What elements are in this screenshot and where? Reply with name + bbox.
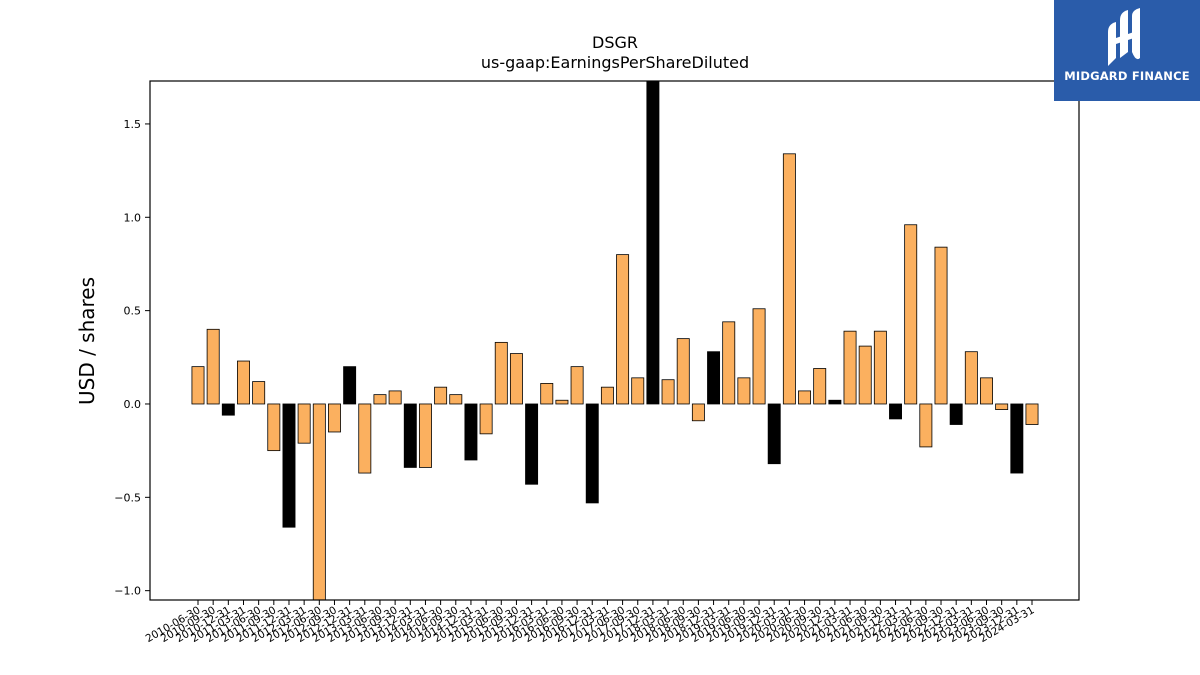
bar-2016-06-30 — [555, 399, 569, 405]
bar-2019-06-30 — [737, 377, 751, 405]
bar-2015-12-31 — [525, 403, 539, 485]
bar-2017-03-31 — [600, 386, 614, 405]
bar-2015-09-30 — [509, 353, 523, 405]
bar-2016-03-31 — [540, 383, 554, 405]
bar-2021-12-31 — [889, 403, 902, 420]
bar-2019-09-30 — [752, 308, 766, 405]
bar-2022-09-30 — [934, 246, 948, 405]
y-tick-label: 0.0 — [124, 398, 142, 411]
bar-2019-03-31 — [722, 321, 736, 405]
bar-2017-09-30 — [631, 377, 645, 405]
bar-2018-12-31 — [707, 351, 721, 405]
bar-2014-03-31 — [418, 403, 432, 468]
x-axis: 2010-06-302010-09-302010-12-312011-03-31… — [144, 600, 1037, 645]
y-tick-label: −1.0 — [114, 585, 141, 598]
bar-2010-06-30 — [191, 366, 205, 405]
bar-2021-03-31 — [843, 330, 857, 405]
bar-2011-09-30 — [267, 403, 281, 452]
bar-2015-03-31 — [479, 403, 493, 435]
bar-2017-12-31 — [646, 80, 660, 405]
bar-2020-03-31 — [782, 153, 796, 405]
bar-2013-03-31 — [358, 403, 372, 474]
bar-2023-12-31 — [1010, 403, 1024, 474]
bar-2016-12-31 — [585, 403, 599, 504]
bar-2018-09-30 — [691, 403, 705, 422]
bar-2020-06-30 — [798, 390, 812, 405]
bar-2014-09-30 — [449, 394, 463, 405]
bar-2023-06-30 — [980, 377, 993, 405]
bar-2024-03-31 — [1025, 403, 1039, 425]
y-tick-label: 1.5 — [124, 118, 142, 131]
y-axis: −1.0 −0.5 0.0 0.5 1.0 1.5 — [114, 118, 150, 598]
bar-2020-09-30 — [813, 368, 827, 405]
chart-title: DSGR — [592, 33, 638, 52]
y-tick-label: −0.5 — [114, 491, 141, 504]
bar-2021-06-30 — [858, 345, 872, 405]
logo-text: MIDGARD FINANCE — [1064, 69, 1190, 83]
bar-2016-09-30 — [570, 366, 584, 405]
bar-2010-12-31 — [221, 403, 235, 416]
bar-2013-06-30 — [373, 394, 387, 405]
y-tick-label: 1.0 — [124, 211, 142, 224]
bar-2013-12-31 — [403, 403, 417, 468]
bar-2019-12-31 — [767, 403, 781, 465]
bar-2022-12-31 — [949, 403, 963, 425]
bar-2015-06-30 — [494, 341, 508, 405]
bar-2022-06-30 — [919, 403, 933, 448]
y-axis-label: USD / shares — [75, 277, 99, 405]
bar-2020-12-31 — [828, 399, 842, 405]
bar-2022-03-31 — [904, 224, 918, 405]
bar-2012-12-31 — [343, 366, 357, 405]
bar-2011-12-31 — [282, 403, 296, 528]
bar-2013-09-30 — [388, 390, 402, 405]
y-tick-label: 0.5 — [124, 305, 142, 318]
plot-frame — [149, 80, 1080, 601]
bar-2014-06-30 — [434, 386, 448, 405]
bar-2023-03-31 — [964, 351, 978, 405]
bar-2012-06-30 — [312, 403, 326, 601]
midgard-finance-logo: MIDGARD FINANCE — [1054, 0, 1200, 101]
bar-2018-06-30 — [676, 338, 690, 405]
bar-2021-09-30 — [873, 330, 887, 405]
bar-2012-09-30 — [328, 403, 341, 433]
bar-2014-12-31 — [464, 403, 478, 461]
bar-2017-06-30 — [616, 254, 630, 405]
bar-2010-09-30 — [206, 328, 220, 405]
bar-2018-03-31 — [661, 379, 675, 405]
bars-group — [191, 80, 1039, 601]
bar-2011-06-30 — [252, 381, 266, 405]
chart-subtitle: us-gaap:EarningsPerShareDiluted — [481, 53, 749, 72]
bar-2012-03-31 — [297, 403, 311, 444]
logo-mark-icon — [1108, 8, 1140, 66]
bar-2011-03-31 — [237, 360, 250, 405]
bar-2023-09-30 — [995, 403, 1009, 410]
